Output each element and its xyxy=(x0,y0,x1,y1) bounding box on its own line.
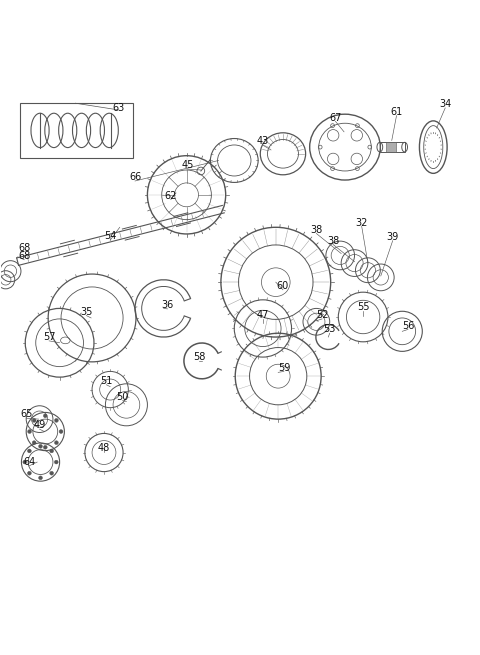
Text: 57: 57 xyxy=(43,332,55,342)
Text: 54: 54 xyxy=(104,231,116,241)
Text: 49: 49 xyxy=(34,421,46,430)
Circle shape xyxy=(32,419,36,422)
Circle shape xyxy=(27,449,31,453)
Text: 50: 50 xyxy=(117,392,129,402)
Text: 34: 34 xyxy=(439,99,451,109)
Circle shape xyxy=(32,441,36,445)
Text: 67: 67 xyxy=(329,113,342,122)
Text: 59: 59 xyxy=(278,363,290,373)
Text: 68: 68 xyxy=(18,251,30,261)
Circle shape xyxy=(43,445,47,449)
Text: 32: 32 xyxy=(356,217,368,227)
Circle shape xyxy=(55,441,59,445)
Circle shape xyxy=(27,472,31,475)
Circle shape xyxy=(38,476,42,479)
Circle shape xyxy=(55,419,59,422)
Text: 48: 48 xyxy=(98,443,110,453)
Circle shape xyxy=(28,430,32,434)
Text: 38: 38 xyxy=(327,236,339,246)
Text: 61: 61 xyxy=(390,107,403,117)
Circle shape xyxy=(50,472,54,475)
Text: 68: 68 xyxy=(18,243,30,253)
Text: 56: 56 xyxy=(402,320,414,331)
Circle shape xyxy=(23,460,27,464)
Bar xyxy=(380,142,405,152)
Text: 51: 51 xyxy=(100,376,113,386)
Text: 53: 53 xyxy=(324,324,336,335)
Circle shape xyxy=(50,449,54,453)
Bar xyxy=(386,142,396,152)
Circle shape xyxy=(43,414,47,418)
Circle shape xyxy=(54,460,58,464)
Bar xyxy=(21,103,132,158)
Text: 45: 45 xyxy=(181,160,194,170)
Text: 47: 47 xyxy=(257,310,269,320)
Text: 36: 36 xyxy=(161,300,174,310)
Text: 66: 66 xyxy=(129,172,141,182)
Text: 64: 64 xyxy=(23,457,35,467)
Text: 55: 55 xyxy=(357,302,370,312)
Text: 58: 58 xyxy=(193,352,205,362)
Text: 38: 38 xyxy=(310,225,323,234)
Text: 39: 39 xyxy=(386,232,399,242)
Text: 63: 63 xyxy=(112,103,124,113)
Text: 35: 35 xyxy=(80,307,93,317)
Text: 52: 52 xyxy=(316,310,328,320)
Text: 60: 60 xyxy=(277,281,289,291)
Text: 62: 62 xyxy=(165,191,177,201)
Circle shape xyxy=(59,430,63,434)
Text: 43: 43 xyxy=(257,136,269,146)
Circle shape xyxy=(38,445,42,448)
Text: 65: 65 xyxy=(20,409,32,419)
